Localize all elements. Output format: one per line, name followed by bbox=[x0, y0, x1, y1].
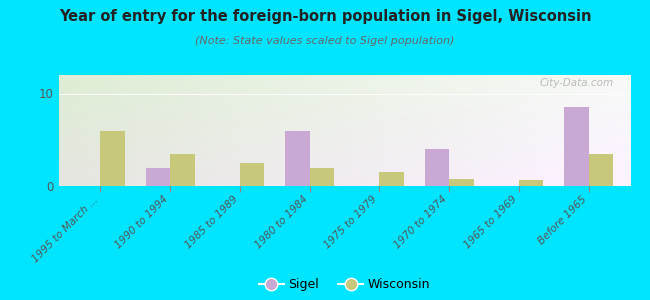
Bar bbox=[380, 172, 404, 186]
Bar bbox=[100, 130, 125, 186]
Bar bbox=[589, 154, 613, 186]
Legend: Sigel, Wisconsin: Sigel, Wisconsin bbox=[254, 273, 436, 296]
Bar bbox=[146, 167, 170, 186]
Bar bbox=[170, 154, 194, 186]
Text: Year of entry for the foreign-born population in Sigel, Wisconsin: Year of entry for the foreign-born popul… bbox=[58, 9, 592, 24]
Bar bbox=[240, 163, 265, 186]
Bar bbox=[285, 130, 309, 186]
Bar bbox=[449, 178, 474, 186]
Bar bbox=[309, 167, 334, 186]
Bar bbox=[519, 179, 543, 186]
Bar bbox=[564, 107, 589, 186]
Bar bbox=[424, 149, 449, 186]
Text: City-Data.com: City-Data.com bbox=[540, 78, 614, 88]
Text: (Note: State values scaled to Sigel population): (Note: State values scaled to Sigel popu… bbox=[195, 36, 455, 46]
